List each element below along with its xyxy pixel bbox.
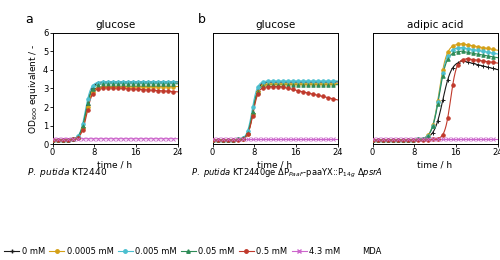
Y-axis label: OD$_{600}$ equivalent / -: OD$_{600}$ equivalent / -	[27, 43, 40, 134]
Text: $\it{P.\ putida}$ KT2440ge $\Delta$P$_{\it{PaaF}}$-paaYX::P$_{\it{14g}}$ $\Delta: $\it{P.\ putida}$ KT2440ge $\Delta$P$_{\…	[192, 166, 384, 179]
Text: a: a	[25, 13, 33, 26]
Title: glucose: glucose	[95, 20, 135, 30]
Legend: 0 mM, 0.0005 mM, 0.005 mM, 0.05 mM, 0.5 mM, 4.3 mM, MDA: 0 mM, 0.0005 mM, 0.005 mM, 0.05 mM, 0.5 …	[4, 247, 382, 256]
Title: adipic acid: adipic acid	[407, 20, 463, 30]
Text: b: b	[198, 13, 205, 26]
X-axis label: time / h: time / h	[418, 160, 452, 169]
X-axis label: time / h: time / h	[98, 160, 132, 169]
Text: $\it{P.\ putida}$ KT2440: $\it{P.\ putida}$ KT2440	[28, 166, 108, 179]
Title: glucose: glucose	[255, 20, 295, 30]
X-axis label: time / h: time / h	[258, 160, 292, 169]
